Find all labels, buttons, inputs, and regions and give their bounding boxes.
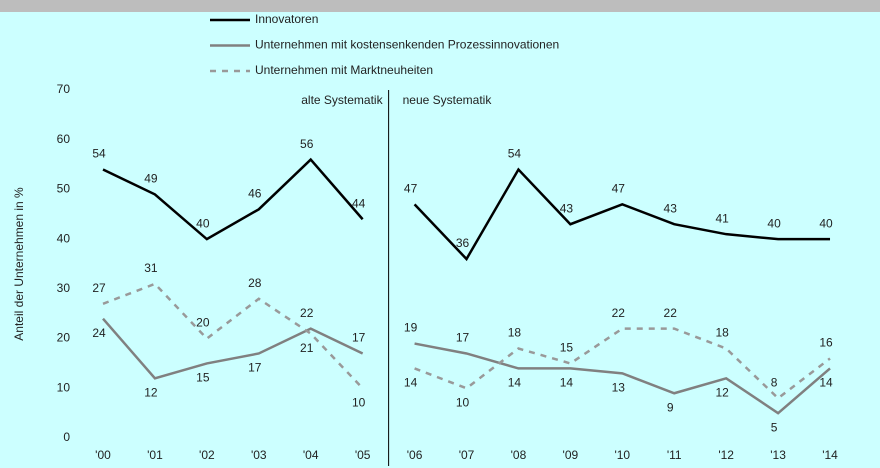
x-tick-label: '03	[251, 448, 267, 462]
x-tick-label: '12	[718, 448, 734, 462]
value-label: 14	[404, 376, 418, 390]
value-label: 56	[300, 137, 314, 151]
value-label: 21	[300, 341, 314, 355]
y-tick-label: 0	[63, 430, 70, 444]
value-label: 17	[456, 331, 470, 345]
y-tick-label: 70	[57, 82, 71, 96]
x-tick-label: '05	[355, 448, 371, 462]
y-tick-label: 60	[57, 132, 71, 146]
series-line	[102, 317, 364, 380]
value-label: 22	[664, 306, 678, 320]
annotation: alte Systematik	[301, 93, 383, 107]
x-tick-label: '08	[511, 448, 527, 462]
series-line	[414, 327, 831, 400]
value-label: 17	[248, 361, 262, 375]
y-tick-label: 40	[57, 231, 71, 245]
value-label: 28	[248, 276, 262, 290]
value-label: 5	[771, 420, 778, 434]
value-label: 14	[508, 376, 522, 390]
value-label: 10	[456, 395, 470, 409]
value-label: 36	[456, 236, 470, 250]
value-label: 24	[92, 326, 106, 340]
value-label: 44	[352, 196, 366, 210]
y-tick-label: 20	[57, 331, 71, 345]
value-label: 16	[819, 336, 833, 350]
value-label: 18	[508, 326, 522, 340]
x-tick-label: '10	[614, 448, 630, 462]
legend-label: Unternehmen mit Marktneuheiten	[255, 63, 433, 77]
value-label: 15	[196, 371, 210, 385]
header-bar	[0, 0, 880, 12]
value-label: 31	[144, 261, 158, 275]
series-line	[102, 157, 364, 241]
value-label: 43	[560, 201, 574, 215]
legend-label: Unternehmen mit kostensenkenden Prozessi…	[255, 38, 559, 52]
value-label: 47	[404, 182, 418, 196]
value-label: 40	[767, 216, 781, 230]
value-label: 40	[819, 216, 833, 230]
value-label: 18	[715, 326, 729, 340]
x-tick-label: '09	[563, 448, 579, 462]
value-label: 20	[196, 316, 210, 330]
x-tick-label: '04	[303, 448, 319, 462]
value-label: 12	[715, 386, 729, 400]
value-label: 43	[664, 201, 678, 215]
value-label: 46	[248, 186, 262, 200]
legend-label: Innovatoren	[255, 12, 318, 26]
x-tick-label: '13	[770, 448, 786, 462]
value-label: 14	[560, 376, 574, 390]
series-line	[414, 342, 831, 415]
x-tick-label: '01	[147, 448, 163, 462]
value-label: 54	[508, 147, 522, 161]
x-tick-label: '11	[667, 448, 682, 462]
value-label: 41	[715, 211, 729, 225]
value-label: 22	[300, 306, 314, 320]
y-tick-label: 10	[57, 380, 71, 394]
x-tick-label: '00	[95, 448, 111, 462]
value-label: 12	[144, 386, 158, 400]
y-tick-label: 30	[57, 281, 71, 295]
x-tick-label: '07	[459, 448, 475, 462]
value-label: 8	[771, 375, 778, 389]
series-line	[413, 167, 831, 262]
x-tick-label: '02	[199, 448, 215, 462]
value-label: 15	[560, 341, 574, 355]
value-label: 49	[144, 172, 158, 186]
value-label: 54	[92, 147, 106, 161]
value-label: 47	[612, 182, 626, 196]
y-tick-label: 50	[57, 182, 71, 196]
annotation: neue Systematik	[403, 93, 493, 107]
value-label: 10	[352, 395, 366, 409]
value-label: 27	[92, 281, 106, 295]
value-label: 13	[612, 381, 626, 395]
value-label: 14	[819, 376, 833, 390]
y-axis-label: Anteil der Unternehmen in %	[12, 187, 26, 341]
value-label: 9	[667, 400, 674, 414]
x-tick-label: '14	[822, 448, 838, 462]
x-tick-label: '06	[407, 448, 423, 462]
value-label: 17	[352, 331, 366, 345]
value-label: 19	[404, 321, 418, 335]
value-label: 22	[612, 306, 626, 320]
value-label: 40	[196, 216, 210, 230]
